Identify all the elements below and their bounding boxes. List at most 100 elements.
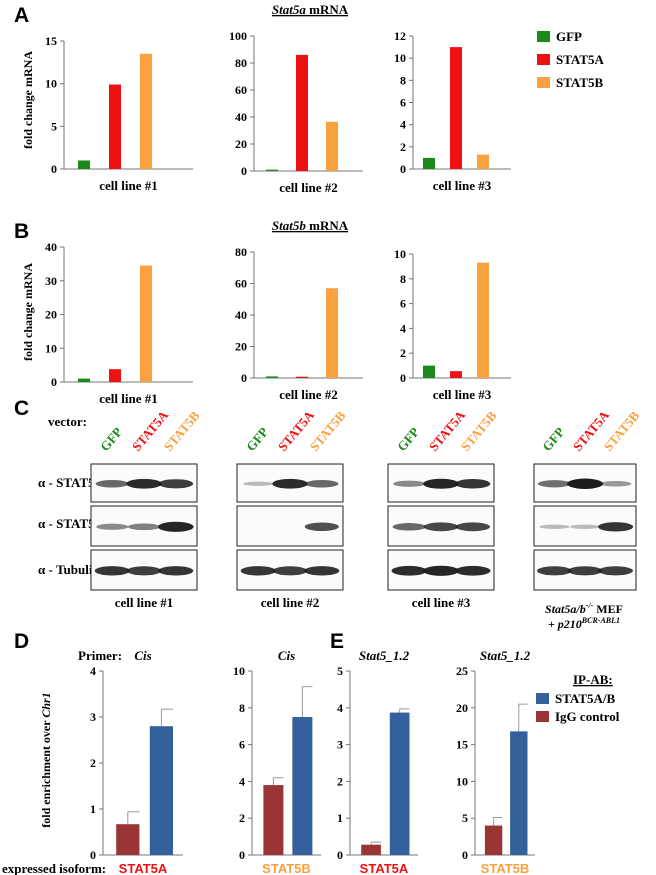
chart-e2-y-tick-label: 0 [462,848,468,862]
chart-a1-bar-gfp [78,160,90,169]
chart-e2-y-tick-label: 15 [456,738,468,752]
blot-band [158,479,194,489]
chart-a2-bar-stat5b [326,121,338,171]
chart-a1-y-tick-label: 15 [45,34,57,48]
chart-b1-bar-stat5a [109,369,121,382]
lane-label-gfp: GFP [97,424,125,454]
primer-label: Primer: [78,648,122,663]
isoform-label: expressed isoform: [2,861,106,875]
chart-b1-xlabel: cell line #1 [99,391,158,406]
chart-a3-y-tick-label: 4 [400,118,406,132]
chart-e2-isoform: STAT5B [481,861,530,875]
blot-band [240,566,276,576]
chart-b3-xlabel: cell line #3 [433,387,492,402]
chart-a2-bar-gfp [266,169,278,171]
chart-a2-y-tick-label: 60 [235,83,247,97]
chart-d2-y-tick-label: 6 [239,738,245,752]
chart-b1-y-tick-label: 0 [51,375,57,389]
blot-band [455,479,491,489]
legend-igg-label: IgG control [555,709,620,724]
chart-e1-y-tick-label: 3 [337,738,343,752]
blot-band [96,523,129,530]
chart-b3: 0 2 4 6 8 10 cell line #3 [394,247,511,402]
blot-band [537,480,571,488]
blot-row-label-stat5b: α - STAT5B [38,516,104,531]
lane-label-gfp: GFP [539,424,567,454]
chart-a3-y-tick-label: 8 [400,73,406,87]
chart-b3-y-tick-label: 2 [400,346,406,360]
legend-abc: GFP STAT5A STAT5B [537,29,605,90]
chart-b2: 0 20 40 60 80 cell line #2 [235,245,363,402]
chart-a3-y-tick-label: 10 [394,51,406,65]
blot-band [598,522,634,532]
chart-e2: 0 5 10 15 20 25 Stat5_1.2 STAT5B [456,648,535,875]
chart-a2-y-tick-label: 40 [235,110,247,124]
chart-a2-bar-stat5a [296,54,308,171]
chart-e2-y-tick-label: 25 [456,664,468,678]
chart-d2-isoform: STAT5B [262,861,311,875]
chart-d2-y-tick-label: 0 [239,848,245,862]
lane-label-gfp: GFP [394,424,422,454]
chart-a3-y-tick-label: 0 [400,162,406,176]
chart-a3-y-tick-label: 6 [400,96,406,110]
chart-d1-y-tick-label: 1 [90,802,96,816]
chart-a1-y-tick-label: 10 [45,77,57,91]
blot-band [537,566,572,576]
chart-e1-y-tick-label: 5 [337,664,343,678]
blot-band [599,480,632,487]
chart-b3-y-tick-label: 0 [400,371,406,385]
chart-d1: 0 1 2 3 4 Cis STAT5A [90,648,183,875]
legend-gfp-label: GFP [556,29,582,44]
lane-label-gfp: GFP [243,424,271,454]
chart-d1-y-tick-label: 3 [90,710,96,724]
blot-band [304,566,340,576]
legend-de: IP-AB: STAT5A/B IgG control [536,672,620,724]
chart-d1-y-tick-label: 4 [90,664,96,678]
chart-e1-y-tick-label: 1 [337,811,343,825]
vector-label: vector: [48,414,87,429]
chart-a2-y-tick-label: 0 [241,164,247,178]
chart-e1: 0 1 2 3 4 5 Stat5_1.2 STAT5A [337,648,418,875]
chart-e2-y-tick-label: 5 [462,811,468,825]
chart-a3: 0 2 4 6 8 10 12 cell line #3 [394,29,511,193]
blot-band [95,480,129,488]
chart-d1-isoform: STAT5A [119,861,168,875]
chart-a3-bar-gfp [423,157,435,169]
chart-e1-y-tick-label: 2 [337,774,343,788]
blot-band [569,524,601,529]
chart-e2-y-tick-label: 10 [456,774,468,788]
chart-a1-xlabel: cell line #1 [99,178,158,193]
chart-b3-y-tick-label: 8 [400,272,406,286]
chart-a2-xlabel: cell line #2 [279,180,338,195]
legend-stat5b-label: STAT5B [556,75,604,90]
chart-e1-bar-stat5ab [389,712,410,855]
mef-caption-line1: Stat5a/b-/- MEF [545,601,623,616]
blot-band [304,522,339,532]
blot-band [272,566,308,576]
blot-band [455,522,491,532]
chart-b1: 0 10 20 30 40 cell line #1 [45,240,193,406]
chart-a3-bar-stat5a [450,47,462,170]
chart-b3-bar-stat5b [477,262,489,378]
chart-a3-y-tick-label: 2 [400,140,406,154]
blot-band [392,523,426,531]
chart-a3-xlabel: cell line #3 [433,178,492,193]
blot-row-label-tubulin: α - Tubulin [38,562,100,577]
chart-b1-y-tick-label: 20 [45,308,57,322]
chart-e1-y-tick-label: 0 [337,848,343,862]
chart-e1-bar-igg [361,844,381,855]
chart-a1-y-tick-label: 0 [51,162,57,176]
legend-igg-swatch [536,711,549,722]
legend-stat5a-swatch [537,54,550,65]
chart-e1-primer: Stat5_1.2 [359,648,410,663]
chart-d1-bar-stat5ab [149,726,173,855]
chart-b2-xlabel: cell line #2 [279,387,338,402]
chart-b3-y-tick-label: 10 [394,247,406,261]
panel-a-title: Stat5a mRNA [272,2,349,17]
chart-a2-y-tick-label: 100 [229,29,247,43]
panel-b-ylabel: fold change mRNA [21,263,35,361]
